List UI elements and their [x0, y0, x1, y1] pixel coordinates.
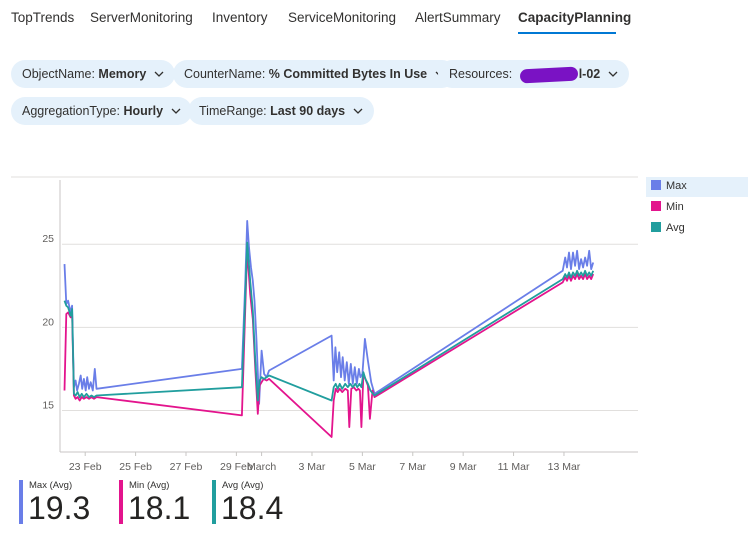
summary-value: 18.1 [128, 490, 191, 526]
x-tick-label: 29 Feb [220, 461, 253, 473]
tab-inventory[interactable]: Inventory [212, 10, 268, 25]
tab-servermonitoring[interactable]: ServerMonitoring [90, 10, 193, 25]
tab-capacityplanning[interactable]: CapacityPlanning [518, 10, 632, 25]
chevron-down-icon [353, 108, 363, 114]
legend-swatch-min [651, 201, 661, 211]
series-line-min [63, 248, 595, 438]
chevron-down-icon [171, 108, 181, 114]
tab-bar: TopTrends ServerMonitoring Inventory Ser… [0, 0, 748, 38]
countername-filter-label: CounterName: [184, 67, 269, 81]
y-tick-label: 15 [42, 399, 54, 411]
objectname-filter-value: Memory [98, 67, 147, 81]
x-tick-label: 3 Mar [299, 461, 326, 473]
legend-item-max[interactable]: Max [651, 180, 687, 192]
chevron-down-icon [608, 71, 618, 77]
timerange-filter-value: Last 90 days [270, 104, 346, 118]
legend-label-min: Min [666, 201, 684, 213]
legend-item-avg[interactable]: Avg [651, 222, 685, 234]
summary-value: 18.4 [221, 490, 284, 526]
chevron-down-icon [154, 71, 164, 77]
x-tick-label: 13 Mar [548, 461, 581, 473]
resources-filter-label: Resources: [449, 67, 516, 81]
x-tick-label: 9 Mar [450, 461, 477, 473]
legend-swatch-avg [651, 222, 661, 232]
x-tick-label: 5 Mar [349, 461, 376, 473]
series-line-avg [63, 241, 595, 402]
tab-servicemonitoring[interactable]: ServiceMonitoring [288, 10, 397, 25]
y-tick-label: 20 [42, 316, 54, 328]
redaction-mark [519, 66, 579, 84]
tab-alertsummary[interactable]: AlertSummary [415, 10, 501, 25]
legend-label-max: Max [666, 180, 687, 192]
aggregationtype-filter[interactable]: AggregationType: Hourly [11, 97, 192, 125]
summary-color-bar [19, 480, 23, 524]
summary-color-bar [119, 480, 123, 524]
x-tick-label: 25 Feb [119, 461, 152, 473]
timerange-filter-label: TimeRange: [199, 104, 271, 118]
summary-label: Avg (Avg) [222, 480, 264, 491]
x-tick-label: March [247, 461, 276, 473]
summary-label: Min (Avg) [129, 480, 170, 491]
y-tick-label: 25 [42, 233, 54, 245]
countername-filter[interactable]: CounterName: % Committed Bytes In Use [173, 60, 456, 88]
legend-label-avg: Avg [666, 222, 685, 234]
tab-toptrends[interactable]: TopTrends [11, 10, 75, 25]
aggregationtype-filter-label: AggregationType: [22, 104, 124, 118]
timerange-filter[interactable]: TimeRange: Last 90 days [188, 97, 374, 125]
legend-selection-highlight [646, 177, 748, 197]
resources-filter-value: l-02 [578, 67, 601, 81]
objectname-filter-label: ObjectName: [22, 67, 99, 81]
legend-item-min[interactable]: Min [651, 201, 684, 213]
aggregationtype-filter-value: Hourly [123, 104, 164, 118]
x-tick-label: 27 Feb [170, 461, 203, 473]
summary-value: 19.3 [28, 490, 91, 526]
series-line-max [63, 220, 595, 405]
x-tick-label: 23 Feb [69, 461, 102, 473]
summary-label: Max (Avg) [29, 480, 73, 491]
active-tab-indicator [518, 32, 616, 34]
summary-color-bar [212, 480, 216, 524]
resources-filter[interactable]: Resources: l-02 [438, 60, 629, 88]
x-tick-label: 7 Mar [399, 461, 426, 473]
x-tick-label: 11 Mar [498, 461, 530, 473]
countername-filter-value: % Committed Bytes In Use [268, 67, 428, 81]
legend-swatch-max [651, 180, 661, 190]
objectname-filter[interactable]: ObjectName: Memory [11, 60, 175, 88]
